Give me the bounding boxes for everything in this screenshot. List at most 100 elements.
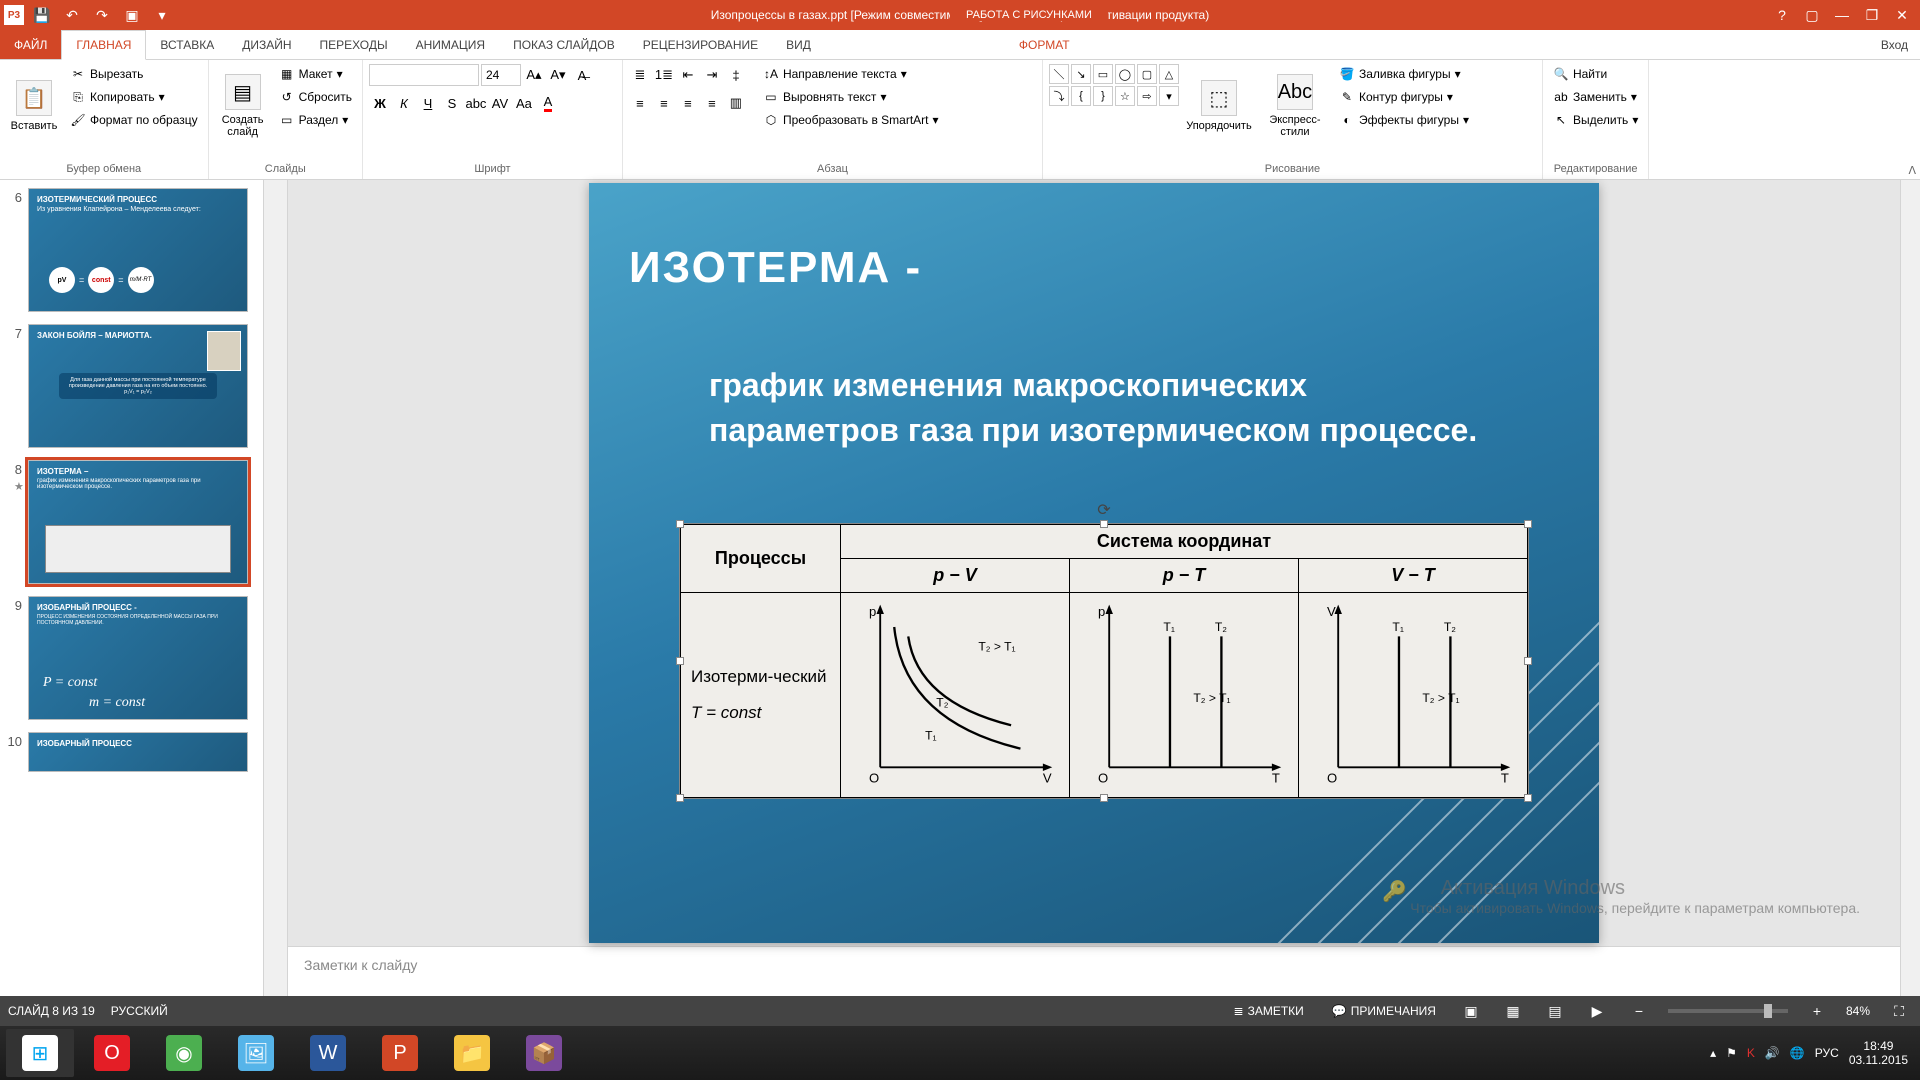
arrange-button[interactable]: ⬚ Упорядочить xyxy=(1183,64,1255,148)
font-color-button[interactable]: A xyxy=(537,92,559,114)
tray-up-icon[interactable]: ▴ xyxy=(1710,1046,1716,1060)
qat-undo-icon[interactable]: ↶ xyxy=(60,3,84,27)
tab-home[interactable]: ГЛАВНАЯ xyxy=(61,30,146,60)
line-spacing-button[interactable]: ‡ xyxy=(725,64,747,86)
select-button[interactable]: ↖Выделить ▾ xyxy=(1549,110,1642,130)
shadow-button[interactable]: S xyxy=(441,92,463,114)
zoom-in-button[interactable]: + xyxy=(1804,1000,1830,1022)
bullets-button[interactable]: ≣ xyxy=(629,64,651,86)
thumbnail-6[interactable]: 6 ИЗОТЕРМИЧЕСКИЙ ПРОЦЕСС Из уравнения Кл… xyxy=(4,188,259,312)
thumbnail-panel[interactable]: 6 ИЗОТЕРМИЧЕСКИЙ ПРОЦЕСС Из уравнения Кл… xyxy=(0,180,264,996)
indent-inc-button[interactable]: ⇥ xyxy=(701,64,723,86)
tab-insert[interactable]: ВСТАВКА xyxy=(146,30,228,59)
start-button[interactable]: ⊞ xyxy=(6,1029,74,1077)
replace-button[interactable]: abЗаменить ▾ xyxy=(1549,87,1642,107)
cut-button[interactable]: ✂Вырезать xyxy=(66,64,202,84)
format-painter-button[interactable]: 🖌Формат по образцу xyxy=(66,110,202,130)
system-tray[interactable]: ▴ ⚑ K 🔊 🌐 РУС 18:49 03.11.2015 xyxy=(1710,1039,1916,1068)
align-left-button[interactable]: ≡ xyxy=(629,92,651,114)
restore-icon[interactable]: ❐ xyxy=(1858,3,1886,27)
taskbar-word[interactable]: W xyxy=(294,1029,362,1077)
tab-format[interactable]: ФОРМАТ xyxy=(1005,30,1084,59)
justify-button[interactable]: ≡ xyxy=(701,92,723,114)
qat-customize-icon[interactable]: ▾ xyxy=(150,3,174,27)
text-direction-button[interactable]: ↕AНаправление текста ▾ xyxy=(759,64,943,84)
decrease-font-button[interactable]: A▾ xyxy=(547,64,569,86)
qat-redo-icon[interactable]: ↷ xyxy=(90,3,114,27)
resize-handle-ne[interactable] xyxy=(1524,520,1532,528)
rotate-handle-icon[interactable]: ⟳ xyxy=(1097,500,1110,520)
tab-slideshow[interactable]: ПОКАЗ СЛАЙДОВ xyxy=(499,30,629,59)
shape-outline-button[interactable]: ✎Контур фигуры ▾ xyxy=(1335,87,1473,107)
notes-toggle[interactable]: ≣ ЗАМЕТКИ xyxy=(1228,1004,1310,1018)
thumbnail-9[interactable]: 9 ИЗОБАРНЫЙ ПРОЦЕСС - ПРОЦЕСС ИЗМЕНЕНИЯ … xyxy=(4,596,259,720)
tray-volume-icon[interactable]: 🔊 xyxy=(1765,1046,1780,1060)
shape-rect-icon[interactable]: ▭ xyxy=(1093,64,1113,84)
copy-button[interactable]: ⎘Копировать ▾ xyxy=(66,87,202,107)
tab-animations[interactable]: АНИМАЦИЯ xyxy=(402,30,499,59)
shape-rrect-icon[interactable]: ▢ xyxy=(1137,64,1157,84)
section-button[interactable]: ▭Раздел ▾ xyxy=(275,110,356,130)
resize-handle-sw[interactable] xyxy=(676,794,684,802)
shape-line-icon[interactable]: ＼ xyxy=(1049,64,1069,84)
zoom-level[interactable]: 84% xyxy=(1846,1004,1870,1018)
tab-design[interactable]: ДИЗАЙН xyxy=(228,30,305,59)
numbering-button[interactable]: 1≣ xyxy=(653,64,675,86)
paste-button[interactable]: 📋 Вставить xyxy=(6,64,62,148)
minimize-icon[interactable]: — xyxy=(1828,3,1856,27)
smartart-button[interactable]: ⬡Преобразовать в SmartArt ▾ xyxy=(759,110,943,130)
thumbnail-8[interactable]: 8 ИЗОТЕРМА – график изменения макроскопи… xyxy=(4,460,259,584)
increase-font-button[interactable]: A▴ xyxy=(523,64,545,86)
shape-connector-icon[interactable]: ⤵ xyxy=(1049,86,1069,106)
case-button[interactable]: Aa xyxy=(513,92,535,114)
reading-view-icon[interactable]: ▤ xyxy=(1542,1000,1568,1022)
shapes-gallery[interactable]: ＼ ↘ ▭ ◯ ▢ △ ⤵ { } ☆ ⇨ ▾ xyxy=(1049,64,1179,106)
normal-view-icon[interactable]: ▣ xyxy=(1458,1000,1484,1022)
tray-language[interactable]: РУС xyxy=(1815,1046,1839,1060)
reset-button[interactable]: ↺Сбросить xyxy=(275,87,356,107)
notes-pane[interactable]: Заметки к слайду xyxy=(288,946,1900,996)
shape-effects-button[interactable]: ◐Эффекты фигуры ▾ xyxy=(1335,110,1473,130)
shape-fill-button[interactable]: 🪣Заливка фигуры ▾ xyxy=(1335,64,1473,84)
strike-button[interactable]: abc xyxy=(465,92,487,114)
shape-more-icon[interactable]: ▾ xyxy=(1159,86,1179,106)
taskbar-powerpoint[interactable]: P xyxy=(366,1029,434,1077)
spacing-button[interactable]: AV xyxy=(489,92,511,114)
font-size-combo[interactable] xyxy=(481,64,521,86)
taskbar-photos[interactable]: 🖼 xyxy=(222,1029,290,1077)
resize-handle-n[interactable] xyxy=(1100,520,1108,528)
resize-handle-nw[interactable] xyxy=(676,520,684,528)
tab-file[interactable]: ФАЙЛ xyxy=(0,30,61,59)
help-icon[interactable]: ? xyxy=(1768,3,1796,27)
language-indicator[interactable]: РУССКИЙ xyxy=(111,1004,168,1018)
tab-view[interactable]: ВИД xyxy=(772,30,825,59)
shape-brace-icon[interactable]: { xyxy=(1071,86,1091,106)
resize-handle-w[interactable] xyxy=(676,657,684,665)
align-center-button[interactable]: ≡ xyxy=(653,92,675,114)
thumbnail-10[interactable]: 10 ИЗОБАРНЫЙ ПРОЦЕСС xyxy=(4,732,259,772)
taskbar-winrar[interactable]: 📦 xyxy=(510,1029,578,1077)
tab-transitions[interactable]: ПЕРЕХОДЫ xyxy=(306,30,402,59)
vertical-scrollbar[interactable] xyxy=(1900,180,1920,996)
zoom-slider[interactable] xyxy=(1668,1009,1788,1013)
close-icon[interactable]: ✕ xyxy=(1888,3,1916,27)
tab-review[interactable]: РЕЦЕНЗИРОВАНИЕ xyxy=(629,30,772,59)
align-text-button[interactable]: ▭Выровнять текст ▾ xyxy=(759,87,943,107)
quick-styles-button[interactable]: Abc Экспресс-стили xyxy=(1259,64,1331,148)
slideshow-view-icon[interactable]: ▶ xyxy=(1584,1000,1610,1022)
tray-flag-icon[interactable]: ⚑ xyxy=(1726,1046,1737,1060)
new-slide-button[interactable]: ▤ Создать слайд xyxy=(215,64,271,148)
comments-toggle[interactable]: 💬 ПРИМЕЧАНИЯ xyxy=(1326,1004,1442,1018)
ribbon-display-icon[interactable]: ▢ xyxy=(1798,3,1826,27)
shape-arrow2-icon[interactable]: ⇨ xyxy=(1137,86,1157,106)
layout-button[interactable]: ▦Макет ▾ xyxy=(275,64,356,84)
shape-star-icon[interactable]: ☆ xyxy=(1115,86,1135,106)
tray-av-icon[interactable]: K xyxy=(1747,1046,1755,1060)
sorter-view-icon[interactable]: ▦ xyxy=(1500,1000,1526,1022)
underline-button[interactable]: Ч xyxy=(417,92,439,114)
taskbar-app1[interactable]: ◉ xyxy=(150,1029,218,1077)
shape-arrow-icon[interactable]: ↘ xyxy=(1071,64,1091,84)
signin-link[interactable]: Вход xyxy=(1869,30,1920,59)
shape-oval-icon[interactable]: ◯ xyxy=(1115,64,1135,84)
tray-network-icon[interactable]: 🌐 xyxy=(1790,1046,1805,1060)
